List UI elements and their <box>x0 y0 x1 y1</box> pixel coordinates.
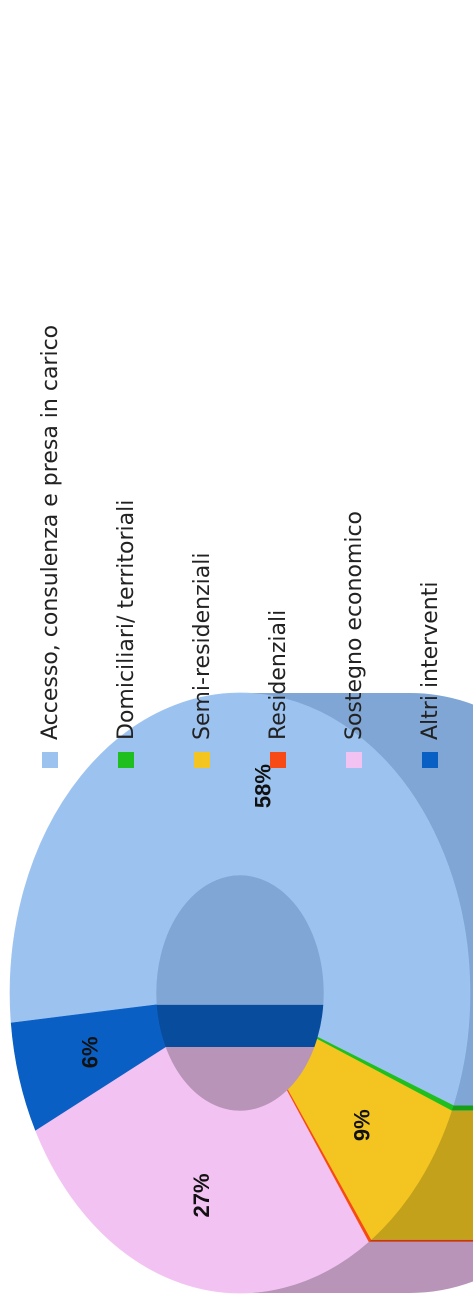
legend-label: Accesso, consulenza e presa in carico <box>37 324 63 740</box>
legend-swatch <box>346 752 362 768</box>
donut-outer-wall-4 <box>240 1241 473 1293</box>
legend-label: Domiciliari/ territoriali <box>113 499 139 740</box>
legend-label: Altri interventi <box>417 581 443 740</box>
donut-data-labels: 58% 9% 27% 6% <box>77 764 374 1217</box>
legend-item: Altri interventi <box>400 582 460 768</box>
data-label-5: 6% <box>77 1036 102 1068</box>
legend-swatch <box>42 752 58 768</box>
donut-slice-0 <box>9 692 471 1106</box>
legend-label: Sostegno economico <box>341 510 367 740</box>
legend-item: Accesso, consulenza e presa in carico <box>20 325 80 768</box>
donut-outer-wall-2 <box>370 1110 473 1240</box>
donut-outer-wall-3 <box>368 1239 473 1242</box>
legend-item: Semi-residenziali <box>172 553 232 768</box>
legend-label: Residenziali <box>265 609 291 740</box>
legend-item: Domiciliari/ territoriali <box>96 500 156 768</box>
data-label-2: 9% <box>350 1109 375 1141</box>
donut-outer-wall-1 <box>451 1105 473 1111</box>
donut-tops <box>9 692 471 1294</box>
donut-inner-wall-5 <box>156 1004 336 1047</box>
data-label-0: 58% <box>250 764 275 808</box>
legend-swatch <box>270 752 286 768</box>
data-label-4: 27% <box>189 1173 214 1217</box>
legend-item: Sostegno economico <box>324 511 384 768</box>
donut-slice-5 <box>10 1004 166 1131</box>
legend-swatch <box>194 752 210 768</box>
donut-slice-4 <box>35 1046 369 1294</box>
legend-label: Semi-residenziali <box>189 552 215 740</box>
legend-swatch <box>422 752 438 768</box>
legend-item: Residenziali <box>248 610 308 768</box>
legend-swatch <box>118 752 134 768</box>
